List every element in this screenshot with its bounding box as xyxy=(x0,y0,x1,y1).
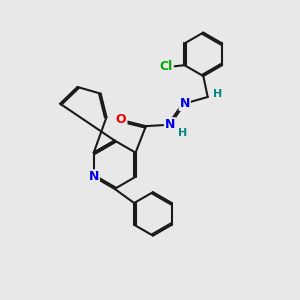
Text: N: N xyxy=(165,118,175,131)
Text: N: N xyxy=(88,170,99,183)
Text: Cl: Cl xyxy=(160,60,173,73)
Text: N: N xyxy=(180,97,190,110)
Text: H: H xyxy=(213,89,223,99)
Text: H: H xyxy=(178,128,187,138)
Text: O: O xyxy=(116,113,127,126)
